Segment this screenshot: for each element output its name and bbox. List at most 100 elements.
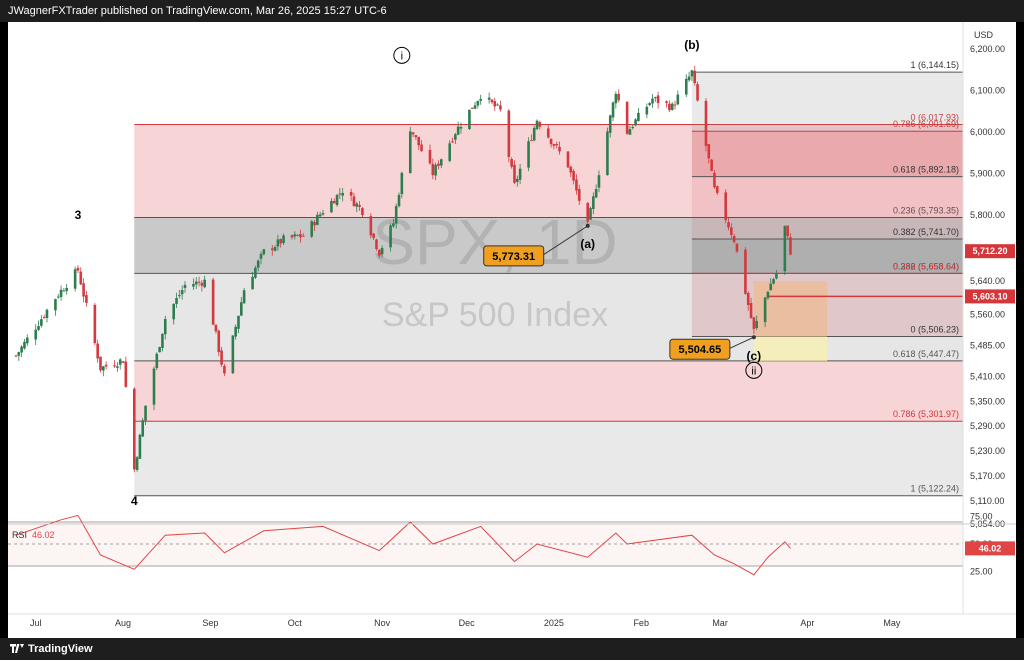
fib-small-zone-0 [691,273,963,337]
candle-body [62,290,66,292]
candle-body [538,122,542,127]
candle [507,108,511,163]
candle-body [76,267,80,271]
candle [116,362,119,372]
candle [696,81,699,102]
candle-body [693,70,697,84]
candle-body [299,233,302,238]
candle-body [439,159,443,166]
candle [558,141,561,155]
candle [690,69,694,81]
candle-body [766,291,770,299]
candle-body [696,84,699,101]
candle [211,277,215,325]
candle [665,100,668,108]
y-tick-3: 5,900.00 [970,168,1005,178]
candle-body [65,287,68,291]
tradingview-footer: TradingView [0,638,1024,660]
candle-body [40,319,43,326]
x-tick-8: Mar [712,618,728,628]
candle-body [352,196,356,207]
candle [23,338,26,350]
candle [473,101,477,110]
wave-label-6: ii [751,365,756,377]
candle [687,71,691,82]
candle [256,259,260,272]
candle [589,206,592,220]
candle-body [361,207,364,216]
candle-body [479,98,482,101]
y-tick-6: 5,560.00 [970,309,1005,319]
candle [710,158,713,171]
candle-body [634,119,637,126]
candle [54,298,57,316]
candle-body [25,337,29,344]
candle [530,134,533,142]
candle-body [431,163,435,176]
candle-body [104,364,108,367]
candle-body [611,102,615,118]
fib-small-label-4: 0.786 (6,001.69) [893,119,959,129]
candle [715,185,719,195]
candle-body [375,239,378,250]
candle-body [510,159,513,167]
candle [144,405,147,426]
candle-body [448,143,452,161]
rsi-title: RSI [12,530,27,540]
spx-chart[interactable]: 1 (5,122.24) 0.786 (5,301.97) 0.618 (5,447… [8,22,1016,638]
fib-small-zone-4 [691,72,963,132]
candle [515,175,519,187]
candle [566,151,570,169]
candle [510,157,513,169]
candle [172,303,176,325]
candle-body [614,93,618,104]
wave-circle-6 [745,361,763,379]
rsi-tick-2: 25.00 [970,567,993,577]
x-tick-3: Oct [288,618,303,628]
candle-body [316,214,319,225]
candle [577,184,581,205]
candle [104,361,108,370]
candle [637,108,640,122]
candle-body [549,138,553,145]
candle-body [180,290,184,295]
candle [420,140,423,152]
wave-label-2: i [401,50,403,62]
candle [417,136,421,150]
candle-body [310,221,314,237]
candle [766,290,770,301]
candle-body [144,405,147,421]
y-tick-7: 5,485.00 [970,340,1005,350]
candle [428,144,432,165]
candle [279,238,283,248]
candle [611,101,615,122]
candle-body [330,200,333,213]
fib-large-label-1: 0.786 (5,301.97) [893,409,959,419]
candle [175,292,178,308]
candle-body [592,196,595,209]
candle [496,103,499,106]
candle-body [668,103,671,111]
candle [614,91,618,109]
candle-body [727,222,730,228]
candle-body [786,225,789,237]
x-tick-1: Aug [115,618,131,628]
candle [262,248,266,256]
candle-body [608,115,612,133]
candle [437,160,440,170]
candle-body [772,279,775,284]
candle-body [56,296,60,298]
candle [653,96,657,103]
candle [459,122,463,134]
candle-body [606,131,609,176]
candle-body [163,318,167,335]
candle [763,296,767,328]
candle-body [437,163,440,166]
candle-body [389,225,392,248]
candle-body [293,234,297,237]
candle [358,201,361,211]
candle-body [99,356,102,371]
candle-body [296,234,299,236]
candle [369,213,373,239]
candle [555,141,559,149]
